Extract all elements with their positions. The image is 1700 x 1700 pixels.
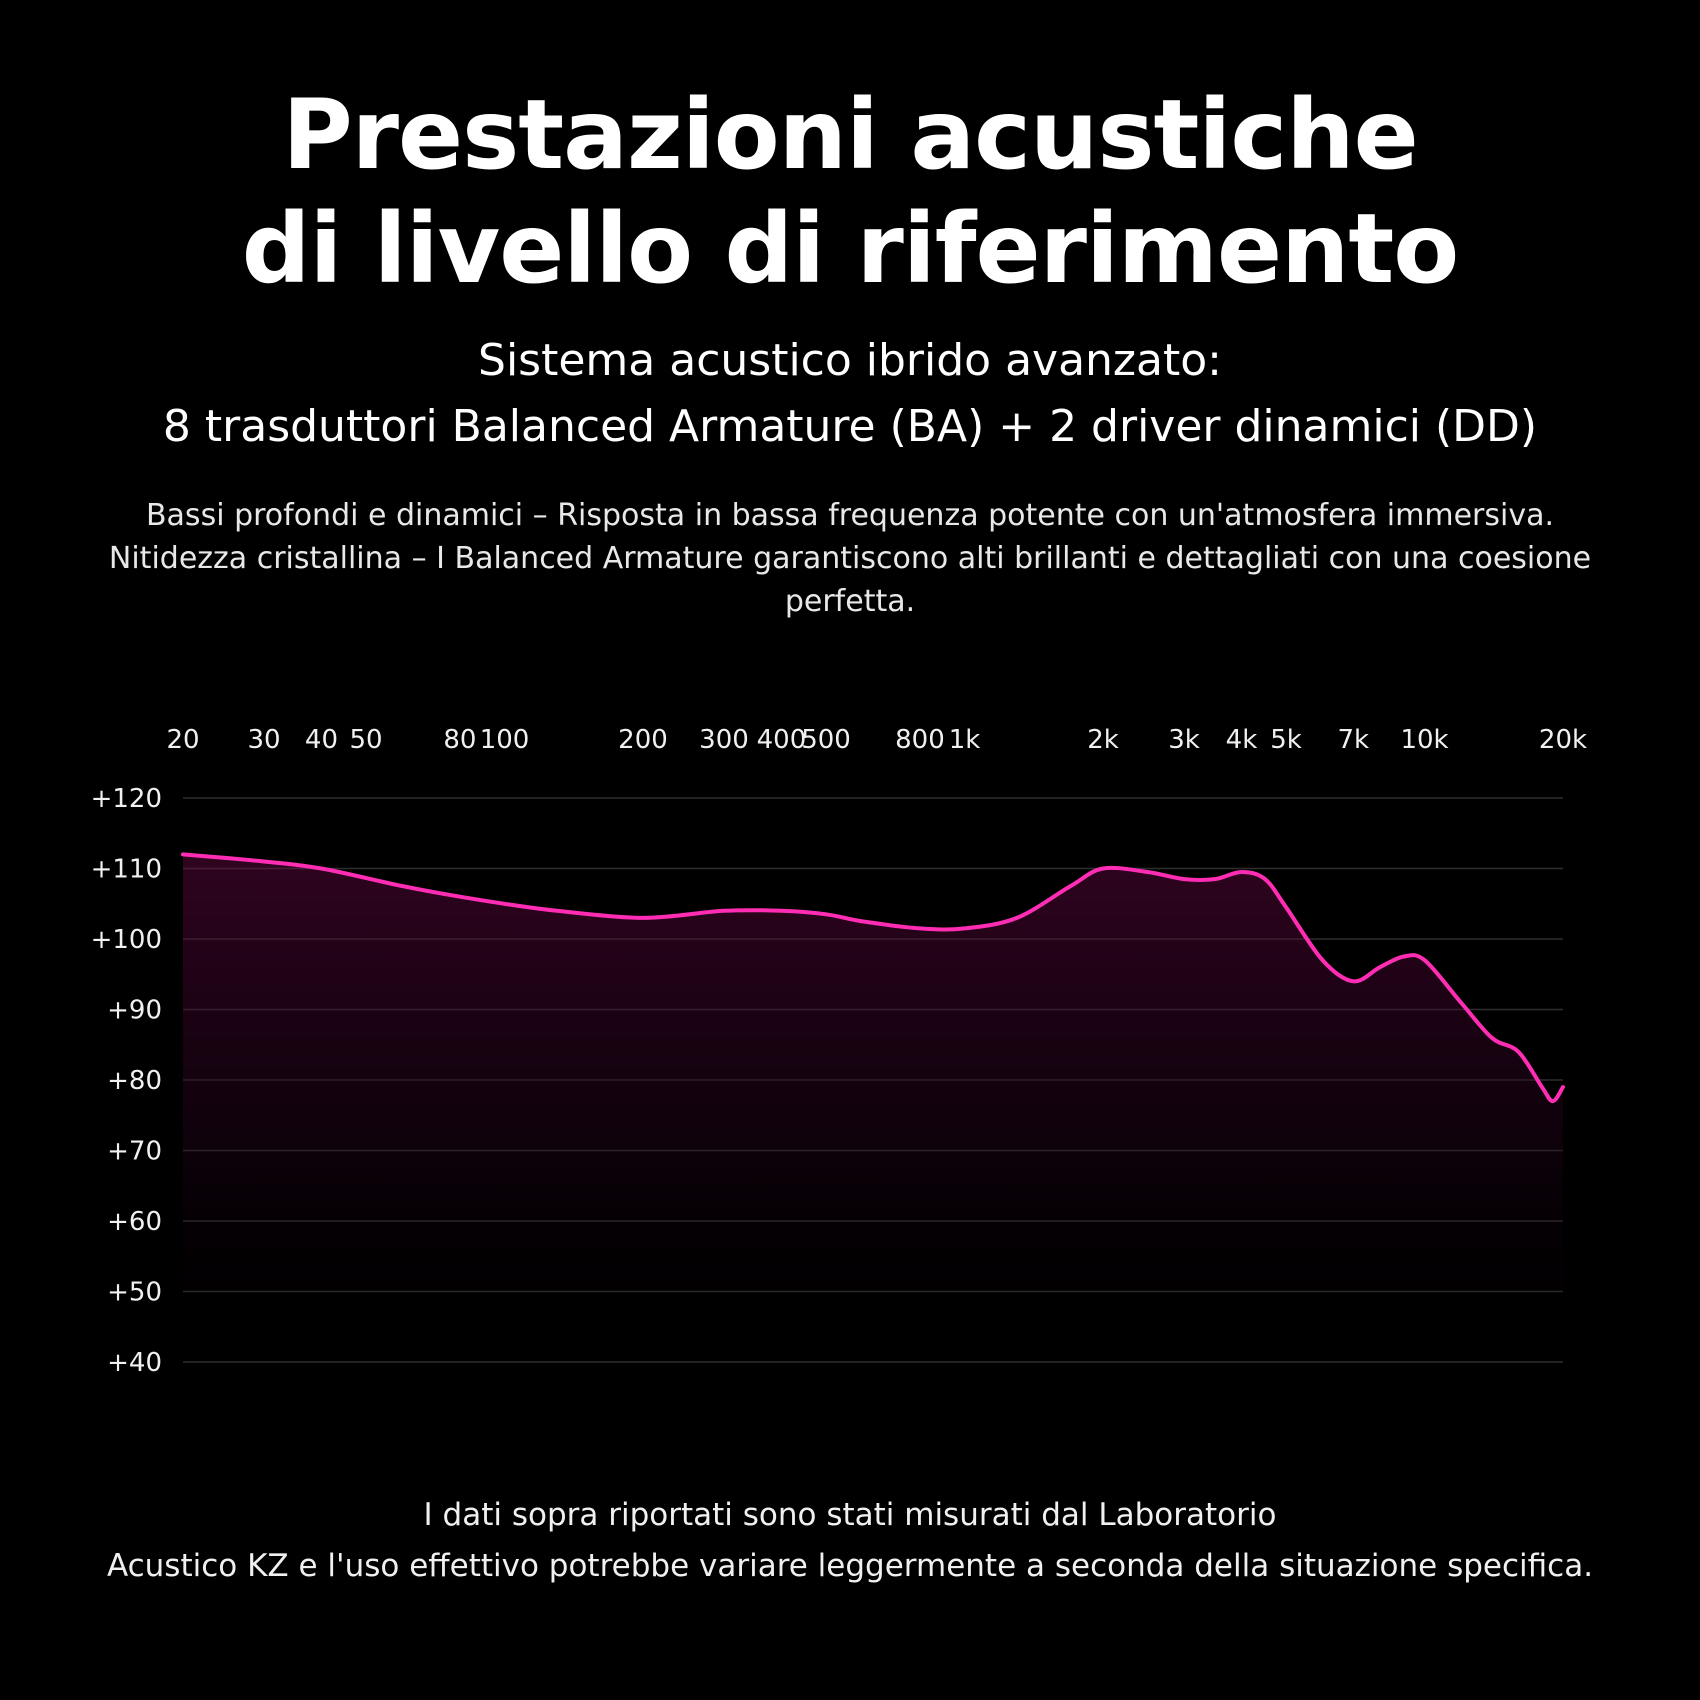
page-title: Prestazioni acustiche di livello di rife… [0, 78, 1700, 306]
x-tick-label-80: 80 [443, 725, 476, 755]
x-tick-label-10k: 10k [1400, 725, 1448, 755]
y-tick-label-70: +70 [107, 1137, 162, 1167]
footnote-line-2: Acustico KZ e l'uso effettivo potrebbe v… [106, 1548, 1594, 1584]
x-tick-label-4k: 4k [1226, 725, 1258, 755]
x-tick-label-5k: 5k [1270, 725, 1302, 755]
y-tick-label-90: +90 [107, 996, 162, 1026]
response-line [181, 852, 1565, 1104]
x-tick-label-3k: 3k [1168, 725, 1200, 755]
y-tick-label-50: +50 [107, 1278, 162, 1308]
page-subtitle: Sistema acustico ibrido avanzato: 8 tras… [0, 328, 1700, 460]
x-tick-label-40: 40 [305, 725, 338, 755]
description-line-2: Nitidezza cristallina – I Balanced Armat… [108, 541, 1592, 576]
title-line-1: Prestazioni acustiche [282, 79, 1418, 191]
subtitle-line-2: 8 trasduttori Balanced Armature (BA) + 2… [162, 401, 1538, 452]
description-line-3: perfetta. [784, 584, 916, 619]
x-tick-label-20: 20 [166, 725, 199, 755]
x-tick-label-800: 800 [895, 725, 945, 755]
y-tick-label-60: +60 [107, 1207, 162, 1237]
y-tick-labels: +120 +110 +100 +90 +80 +70 +60 +50 +40 [91, 784, 162, 1378]
y-tick-label-40: +40 [107, 1348, 162, 1378]
description-line-1: Bassi profondi e dinamici – Risposta in … [145, 498, 1555, 533]
response-area [183, 854, 1563, 1362]
x-tick-label-300: 300 [699, 725, 749, 755]
x-tick-label-50: 50 [350, 725, 383, 755]
title-line-2: di livello di riferimento [241, 193, 1459, 305]
description: Bassi profondi e dinamici – Risposta in … [90, 494, 1610, 623]
x-tick-label-7k: 7k [1337, 725, 1369, 755]
x-tick-label-400: 400 [757, 725, 807, 755]
subtitle-line-1: Sistema acustico ibrido avanzato: [478, 335, 1222, 386]
x-tick-label-100: 100 [480, 725, 530, 755]
footnote-line-1: I dati sopra riportati sono stati misura… [423, 1497, 1277, 1533]
footnote: I dati sopra riportati sono stati misura… [0, 1490, 1700, 1592]
x-tick-label-1k: 1k [949, 725, 981, 755]
x-tick-label-30: 30 [247, 725, 280, 755]
y-tick-label-110: +110 [91, 855, 162, 885]
y-tick-label-100: +100 [91, 925, 162, 955]
x-tick-label-20k: 20k [1539, 725, 1587, 755]
x-tick-label-500: 500 [801, 725, 851, 755]
x-tick-label-2k: 2k [1087, 725, 1119, 755]
y-tick-label-80: +80 [107, 1066, 162, 1096]
x-tick-label-200: 200 [618, 725, 668, 755]
y-tick-label-120: +120 [91, 784, 162, 814]
